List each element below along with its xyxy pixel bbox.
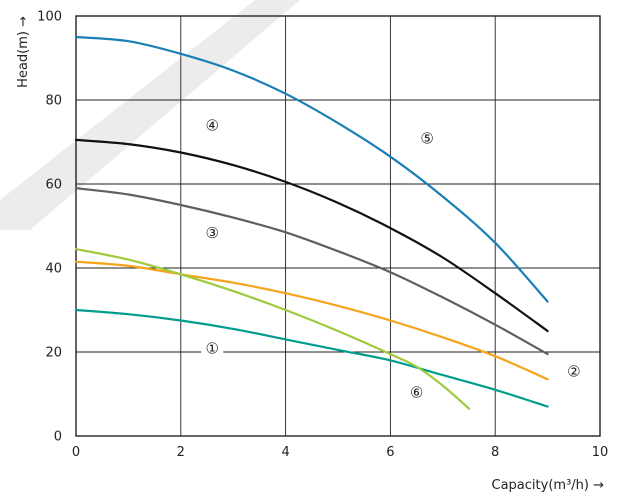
y-tick-label: 40 [45, 262, 62, 277]
curve-label-background [201, 114, 224, 137]
x-tick-label: 0 [72, 445, 80, 460]
series-layer [74, 35, 549, 410]
y-tick-label: 100 [37, 10, 62, 25]
curve-label-4: ④ [206, 117, 219, 135]
x-tick-label: 2 [177, 445, 185, 460]
curve-label-background [201, 221, 224, 244]
curve-label-background [201, 336, 224, 359]
series-line-5 [74, 35, 549, 303]
series-line-6 [74, 248, 471, 410]
curve-label-6: ⑥ [410, 383, 423, 401]
curve-label-3: ③ [206, 224, 219, 242]
plot-area [75, 15, 601, 437]
y-tick-label: 80 [45, 94, 62, 109]
y-tick-label: 0 [54, 430, 62, 445]
series-line-4 [74, 138, 549, 333]
y-tick-label: 20 [45, 346, 62, 361]
x-tick-label: 8 [491, 445, 499, 460]
curve-label-1: ① [206, 339, 219, 357]
y-axis-title: Head(m) → [16, 16, 31, 88]
curve-label-background [562, 359, 585, 382]
x-tick-label: 6 [386, 445, 394, 460]
x-axis-title: Capacity(m³/h) → [492, 478, 605, 493]
series-line-2 [74, 260, 549, 381]
series-line-1 [74, 308, 549, 408]
watermark [0, 0, 300, 230]
x-tick-label: 4 [281, 445, 289, 460]
y-tick-label: 60 [45, 178, 62, 193]
curve-label-background [416, 126, 439, 149]
x-tick-label: 10 [592, 445, 609, 460]
curve-labels: ① ② ③ ④ ⑤ ⑥ [201, 114, 585, 403]
curve-label-2: ② [567, 362, 580, 380]
curve-label-background [405, 380, 428, 403]
series-line-3 [74, 187, 549, 356]
curve-label-5: ⑤ [420, 129, 433, 147]
